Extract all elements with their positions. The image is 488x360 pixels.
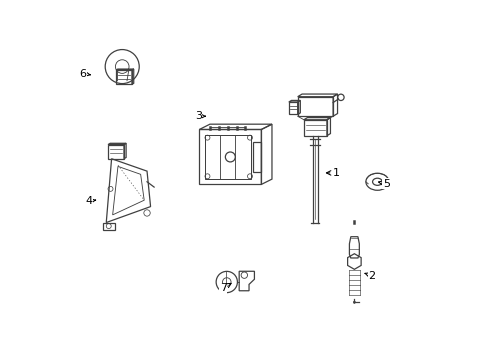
Text: 3: 3 (195, 111, 205, 121)
Text: 6: 6 (80, 69, 90, 79)
Text: 1: 1 (326, 168, 340, 178)
Text: 5: 5 (378, 179, 389, 189)
Text: 2: 2 (364, 271, 375, 281)
Circle shape (353, 301, 355, 303)
Text: 7: 7 (219, 283, 231, 293)
Text: 4: 4 (85, 196, 96, 206)
